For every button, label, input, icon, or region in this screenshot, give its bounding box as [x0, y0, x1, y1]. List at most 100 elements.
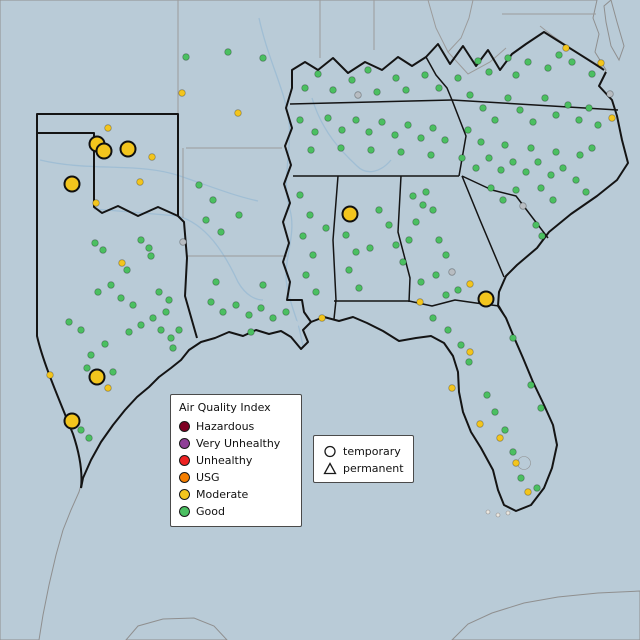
station-dot-good: [352, 116, 360, 124]
station-dot-good: [532, 221, 540, 229]
station-dot-good: [375, 206, 383, 214]
station-dot-good: [169, 344, 177, 352]
station-dot-good: [367, 146, 375, 154]
station-dot-good: [147, 252, 155, 260]
mississippi-alabama-border: [332, 175, 339, 320]
station-dot-good: [533, 484, 541, 492]
station-dot-good: [364, 66, 372, 74]
station-dot-good: [235, 211, 243, 219]
station-dot-moderate: [92, 199, 100, 207]
hazardous-swatch: [179, 421, 190, 432]
station-dot-good: [582, 188, 590, 196]
station-dot-good: [392, 74, 400, 82]
station-dot-moderate: [416, 298, 424, 306]
station-dot-good: [491, 408, 499, 416]
station-dot-good: [399, 258, 407, 266]
station-dot-good: [99, 246, 107, 254]
station-dot-good: [541, 94, 549, 102]
station-dot-good: [421, 71, 429, 79]
station-dot-good: [314, 70, 322, 78]
station-dot-good: [564, 101, 572, 109]
station-dot-good: [412, 218, 420, 226]
cuba-landmass: [451, 590, 640, 640]
legend-item-good: Good: [179, 504, 293, 519]
station-dot-moderate: [104, 124, 112, 132]
station-dot-good: [217, 228, 225, 236]
station-dot-good: [85, 434, 93, 442]
station-dot-good: [342, 231, 350, 239]
station-dot-good: [417, 134, 425, 142]
northcarolina-southcarolina-border: [461, 175, 549, 239]
station-dot-good: [117, 294, 125, 302]
station-dot-good: [572, 176, 580, 184]
aqi-legend-title: Air Quality Index: [179, 401, 271, 414]
station-dot-no-data: [519, 202, 527, 210]
station-dot-good: [83, 364, 91, 372]
tennessee-river: [311, 97, 392, 173]
texas-east-border: [177, 215, 198, 339]
station-dot-good: [504, 54, 512, 62]
station-dot-moderate-large: [341, 205, 359, 223]
station-dot-good: [538, 232, 546, 240]
station-dot-good: [537, 404, 545, 412]
kentucky-virginia-border: [425, 56, 453, 101]
station-dot-good: [457, 341, 465, 349]
station-dot-good: [65, 318, 73, 326]
station-dot-good: [442, 251, 450, 259]
station-dot-moderate: [46, 371, 54, 379]
station-dot-moderate: [318, 314, 326, 322]
station-dot-good: [245, 311, 253, 319]
station-dot-good: [165, 296, 173, 304]
station-dot-no-data: [179, 238, 187, 246]
station-dot-moderate: [562, 44, 570, 52]
station-dot-moderate-large: [63, 412, 81, 430]
station-dot-good: [391, 131, 399, 139]
station-dot-good: [309, 251, 317, 259]
station-dot-good: [429, 124, 437, 132]
delmarva-peninsula: [603, 0, 625, 62]
station-dot-good: [77, 326, 85, 334]
symbol-legend: temporary permanent: [313, 435, 414, 483]
station-dot-good: [145, 244, 153, 252]
temporary-circle-icon: [324, 445, 336, 458]
station-dot-good: [306, 211, 314, 219]
station-dot-good: [155, 288, 163, 296]
station-dot-moderate: [234, 109, 242, 117]
station-dot-good: [269, 314, 277, 322]
legend-item-label: Moderate: [196, 488, 249, 501]
station-dot-good: [301, 84, 309, 92]
station-dot-good: [219, 308, 227, 316]
station-dot-good: [568, 58, 576, 66]
station-dot-good: [458, 154, 466, 162]
oklahoma-border: [36, 113, 179, 217]
legend-item-label: Hazardous: [196, 420, 255, 433]
station-dot-good: [207, 298, 215, 306]
station-dot-good: [365, 128, 373, 136]
station-dot-good: [441, 136, 449, 144]
station-dot-good: [338, 126, 346, 134]
station-dot-good: [501, 426, 509, 434]
station-dot-good: [524, 58, 532, 66]
station-dot-no-data: [354, 91, 362, 99]
station-dot-good: [537, 184, 545, 192]
focus-coastline: [80, 71, 629, 512]
aqi-legend: Air Quality Index Hazardous Very Unhealt…: [170, 394, 302, 527]
station-dot-good: [107, 281, 115, 289]
lakes: [283, 319, 531, 470]
station-dot-good: [522, 168, 530, 176]
station-dot-moderate: [608, 114, 616, 122]
legend-item-label: Unhealthy: [196, 454, 253, 467]
station-dot-good: [402, 86, 410, 94]
station-dot-good: [129, 301, 137, 309]
station-dot-good: [588, 144, 596, 152]
station-dot-good: [501, 141, 509, 149]
station-dot-good: [487, 184, 495, 192]
station-dot-good: [397, 148, 405, 156]
kentucky-tennessee-border: [289, 99, 453, 105]
station-dot-moderate: [118, 259, 126, 267]
station-dot-good: [91, 239, 99, 247]
station-dot-good: [549, 196, 557, 204]
station-dot-good: [137, 236, 145, 244]
legend-item-label: USG: [196, 471, 220, 484]
station-dot-good: [77, 426, 85, 434]
